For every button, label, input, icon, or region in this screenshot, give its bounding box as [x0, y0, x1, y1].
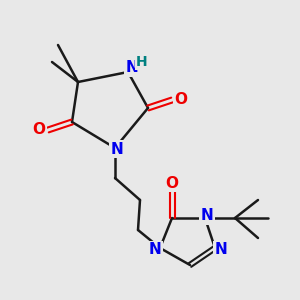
Text: N: N [126, 61, 138, 76]
Text: H: H [136, 55, 148, 69]
Text: O: O [175, 92, 188, 107]
Text: O: O [166, 176, 178, 190]
Text: N: N [201, 208, 213, 224]
Text: O: O [32, 122, 46, 137]
Text: N: N [111, 142, 123, 157]
Text: N: N [148, 242, 161, 257]
Text: N: N [214, 242, 227, 257]
